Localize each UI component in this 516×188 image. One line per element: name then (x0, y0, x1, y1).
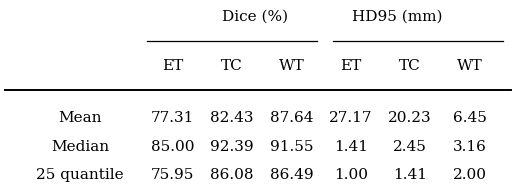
Text: Mean: Mean (58, 111, 102, 125)
Text: 82.43: 82.43 (211, 111, 254, 125)
Text: 1.00: 1.00 (334, 168, 368, 182)
Text: 1.41: 1.41 (334, 140, 368, 154)
Text: 25 quantile: 25 quantile (36, 168, 124, 182)
Text: 86.49: 86.49 (270, 168, 313, 182)
Text: 91.55: 91.55 (270, 140, 313, 154)
Text: HD95 (mm): HD95 (mm) (352, 10, 443, 24)
Text: 86.08: 86.08 (211, 168, 254, 182)
Text: ET: ET (340, 59, 362, 73)
Text: 75.95: 75.95 (151, 168, 195, 182)
Text: 92.39: 92.39 (211, 140, 254, 154)
Text: 2.45: 2.45 (393, 140, 427, 154)
Text: 1.41: 1.41 (393, 168, 427, 182)
Text: 6.45: 6.45 (453, 111, 487, 125)
Text: 85.00: 85.00 (151, 140, 195, 154)
Text: 27.17: 27.17 (329, 111, 373, 125)
Text: 2.00: 2.00 (453, 168, 487, 182)
Text: 20.23: 20.23 (389, 111, 432, 125)
Text: TC: TC (221, 59, 243, 73)
Text: 87.64: 87.64 (270, 111, 313, 125)
Text: ET: ET (162, 59, 184, 73)
Text: WT: WT (279, 59, 304, 73)
Text: 77.31: 77.31 (151, 111, 195, 125)
Text: Dice (%): Dice (%) (222, 10, 288, 24)
Text: 3.16: 3.16 (453, 140, 487, 154)
Text: Median: Median (51, 140, 109, 154)
Text: WT: WT (457, 59, 482, 73)
Text: TC: TC (399, 59, 421, 73)
